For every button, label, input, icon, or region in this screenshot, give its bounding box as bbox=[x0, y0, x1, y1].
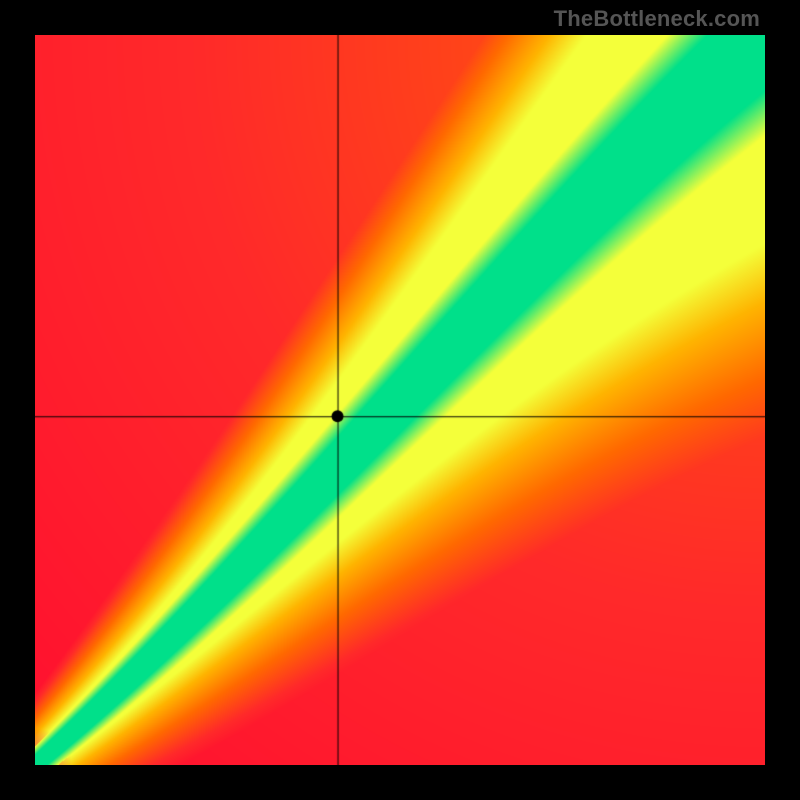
crosshair-overlay bbox=[35, 35, 765, 765]
chart-frame: TheBottleneck.com bbox=[0, 0, 800, 800]
watermark-text: TheBottleneck.com bbox=[554, 6, 760, 32]
